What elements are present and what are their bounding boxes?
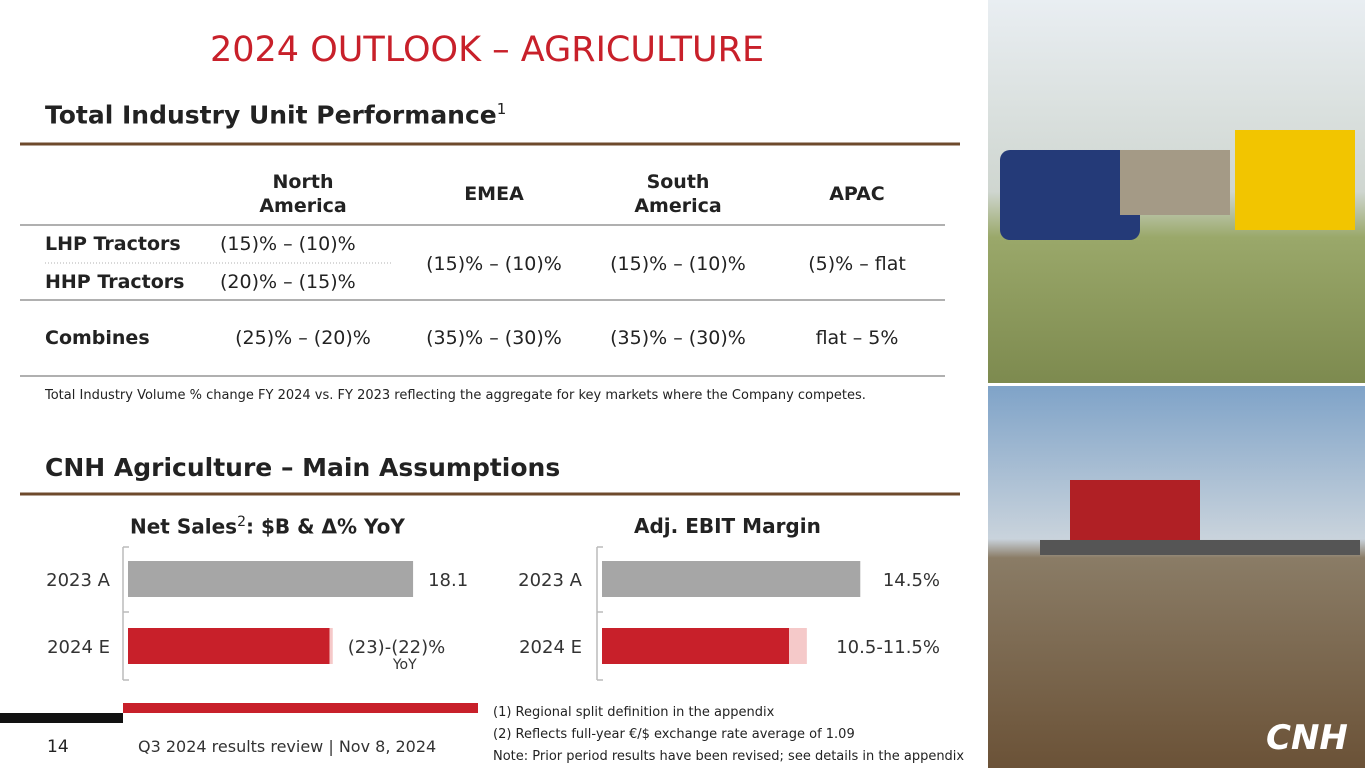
photo-combine — [988, 386, 1365, 768]
column-header: North America — [259, 171, 347, 217]
category-label: 2024 E — [47, 637, 110, 658]
cell: (35)% – (30)% — [610, 327, 746, 349]
footer-bar — [0, 713, 123, 723]
footnote-ref: 1 — [496, 100, 507, 118]
heading: CNH Agriculture – Main Assumptions — [45, 453, 561, 482]
footer-bar — [123, 703, 478, 713]
category-label: 2023 A — [518, 570, 583, 591]
footnote: (1) Regional split definition in the app… — [493, 705, 775, 720]
category-label: 2024 E — [519, 637, 582, 658]
value-label: 10.5-11.5% — [836, 637, 940, 658]
bar — [128, 561, 414, 597]
chart-title-text: : $B & Δ% YoY — [245, 514, 405, 539]
bar — [128, 628, 330, 664]
value-label: 14.5% — [883, 570, 940, 591]
logo: CNH — [1266, 718, 1348, 758]
row-label: HHP Tractors — [45, 271, 185, 293]
column-header: APAC — [829, 183, 885, 205]
value-label: 18.1 — [428, 570, 468, 591]
header — [1040, 540, 1360, 555]
combine — [1070, 480, 1200, 550]
note: Total Industry Volume % change FY 2024 v… — [45, 388, 866, 403]
trailer — [1120, 150, 1230, 215]
footer-text: Q3 2024 results review | Nov 8, 2024 — [138, 737, 437, 756]
row-label: Combines — [45, 327, 150, 349]
cell: (15)% – (10)% — [220, 233, 356, 255]
value-label: (23)-(22)% — [348, 637, 446, 658]
row-label: LHP Tractors — [45, 233, 181, 255]
harvester — [1235, 130, 1355, 230]
chart-title: Adj. EBIT Margin — [634, 514, 821, 538]
value-note: YoY — [392, 657, 417, 673]
cell: (5)% – flat — [808, 253, 906, 275]
chart-title: Net Sales2: $B & Δ% YoY — [130, 514, 405, 539]
cell: (20)% – (15)% — [220, 271, 356, 293]
footnote: Note: Prior period results have been rev… — [493, 749, 965, 764]
title: 2024 OUTLOOK – AGRICULTURE — [210, 30, 765, 70]
cell: flat – 5% — [815, 327, 899, 349]
bar-range — [329, 628, 333, 664]
bar — [602, 628, 790, 664]
page-number: 14 — [47, 737, 69, 757]
category-label: 2023 A — [46, 570, 111, 591]
bar-range — [789, 628, 807, 664]
heading-text: Total Industry Unit Performance — [45, 100, 497, 130]
chart-title-text: Net Sales — [130, 514, 238, 539]
footnote-ref: 2 — [237, 514, 246, 530]
cell: (15)% – (10)% — [610, 253, 746, 275]
column-header: EMEA — [464, 183, 524, 205]
heading: Total Industry Unit Performance1 — [45, 100, 506, 129]
cell: (15)% – (10)% — [426, 253, 562, 275]
bar — [602, 561, 861, 597]
cell: (35)% – (30)% — [426, 327, 562, 349]
column-header: South America — [634, 171, 722, 217]
footnote: (2) Reflects full-year €/$ exchange rate… — [493, 727, 855, 742]
tractor — [1000, 150, 1140, 240]
cell: (25)% – (20)% — [235, 327, 371, 349]
